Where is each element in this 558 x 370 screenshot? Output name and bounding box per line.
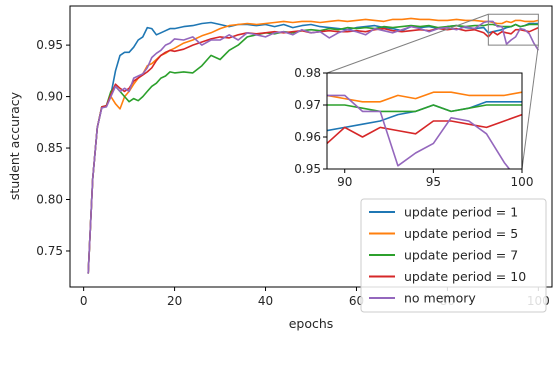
main-axes-frame <box>69 5 553 288</box>
inset-y-tick-label: 0.97 <box>294 98 321 112</box>
legend-label-update-period-7: update period = 7 <box>404 248 518 263</box>
legend-label-no-memory: no memory <box>404 291 476 306</box>
inset-ticks: 90 95 100 0.95 0.96 0.97 0.98 <box>294 66 533 189</box>
inset-plot-series <box>327 91 522 169</box>
inset-y-tick-label: 0.95 <box>294 162 321 176</box>
inset-series-line-update-period-5 <box>327 91 522 103</box>
series-line-update-period-10 <box>87 26 539 274</box>
legend: update period = 1 update period = 5 update… <box>360 198 547 313</box>
series-line-no-memory <box>87 20 540 274</box>
legend-frame <box>360 198 547 313</box>
inset-x-tick-label: 100 <box>511 175 534 189</box>
x-axis-label: epochs <box>289 316 334 331</box>
x-tick-label: 40 <box>258 294 273 308</box>
y-tick-label: 0.75 <box>36 244 63 258</box>
main-ticks: 0204060801000.750.800.850.900.95 <box>36 38 550 308</box>
inset-y-tick-label: 0.96 <box>294 130 321 144</box>
inset-frame <box>326 72 523 170</box>
legend-label-update-period-1: update period = 1 <box>404 205 518 220</box>
y-tick-label: 0.90 <box>36 90 63 104</box>
y-tick-label: 0.80 <box>36 193 63 207</box>
inset-series-line-update-period-10 <box>327 113 522 145</box>
inset-x-tick-label: 95 <box>426 175 441 189</box>
zoom-region-indicator <box>487 13 539 46</box>
legend-label-update-period-10: update period = 10 <box>404 269 526 284</box>
inset-x-tick-label: 90 <box>337 175 352 189</box>
zoom-connector-line <box>326 13 489 74</box>
y-tick-label: 0.85 <box>36 141 63 155</box>
y-tick-label: 0.95 <box>36 38 63 52</box>
inset-background <box>327 73 522 169</box>
series-line-update-period-1 <box>87 21 539 274</box>
main-plot-series <box>87 17 540 274</box>
zoom-connector-line <box>521 45 539 170</box>
x-tick-label: 0 <box>80 294 88 308</box>
x-tick-label: 60 <box>349 294 364 308</box>
inset-series-line-no-memory <box>327 94 511 169</box>
legend-label-update-period-5: update period = 5 <box>404 226 518 241</box>
inset-series-line-update-period-7 <box>327 104 522 113</box>
inset-y-tick-label: 0.98 <box>294 66 321 80</box>
y-axis-label: student accuracy <box>7 91 22 200</box>
x-tick-label: 20 <box>167 294 182 308</box>
